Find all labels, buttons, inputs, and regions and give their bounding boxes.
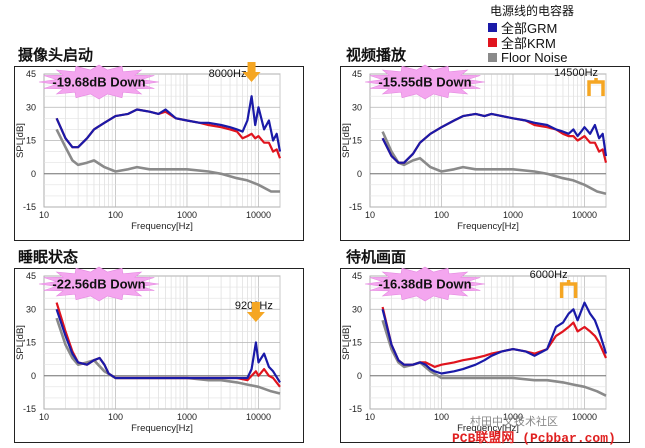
series-line-grm <box>381 112 608 164</box>
series-line-grm <box>55 95 282 152</box>
y-tick-label: 45 <box>26 69 36 79</box>
marker-label: 14500Hz <box>554 67 598 79</box>
x-tick-label: 10000 <box>246 210 271 220</box>
series-line-grm <box>381 301 608 375</box>
y-tick-label: 30 <box>352 304 362 314</box>
y-tick-label: 0 <box>357 371 362 381</box>
chart-camera: -15 0 15 30 45 10 100 1000 10000 Frequency[Hz] SPL… <box>15 62 282 232</box>
x-axis-label: Frequency[Hz] <box>131 221 193 232</box>
panel-title-sleep: 睡眠状态 <box>18 249 79 266</box>
chart-standby: -15 0 15 30 45 10 100 1000 10000 Frequency[Hz] SPL… <box>341 266 608 434</box>
legend-item-krm: 全部KRM <box>488 35 574 51</box>
legend-item-floor-noise: Floor Noise <box>488 50 574 65</box>
legend-label-floor-noise: Floor Noise <box>501 50 568 65</box>
y-tick-label: 0 <box>31 371 36 381</box>
y-tick-label: -15 <box>23 202 36 212</box>
legend: 电源线的电容器 全部GRM 全部KRM Floor Noise <box>488 2 574 65</box>
annotation-burst <box>38 64 160 100</box>
series-line-grm <box>55 308 281 383</box>
marker-label: 6000Hz <box>530 269 568 281</box>
y-tick-label: -15 <box>349 404 362 414</box>
x-tick-label: 100 <box>434 412 449 422</box>
x-tick-label: 10000 <box>572 412 597 422</box>
y-tick-label: 15 <box>352 136 362 146</box>
annotation-text: -15.55dB Down <box>378 75 471 90</box>
y-tick-label: 45 <box>352 69 362 79</box>
legend-swatch-krm <box>488 38 497 47</box>
panel-title-standby: 待机画面 <box>346 249 407 266</box>
y-tick-label: 15 <box>352 338 362 348</box>
chart-sleep: -15 0 15 30 45 10 100 1000 10000 Frequency[Hz] SPL… <box>15 266 281 434</box>
x-tick-label: 10 <box>39 210 49 220</box>
marker-arrow <box>246 302 265 322</box>
y-axis-label: SPL[dB] <box>341 325 352 360</box>
annotation-burst <box>364 64 486 100</box>
x-tick-label: 1000 <box>503 412 523 422</box>
y-tick-label: 0 <box>357 169 362 179</box>
annotation-burst <box>364 266 486 302</box>
y-tick-label: 45 <box>26 271 36 281</box>
x-tick-label: 100 <box>108 412 123 422</box>
legend-label-grm: 全部GRM <box>501 21 558 36</box>
x-axis-label: Frequency[Hz] <box>457 221 519 232</box>
y-tick-label: -15 <box>23 404 36 414</box>
y-tick-label: 15 <box>26 136 36 146</box>
x-axis-label: Frequency[Hz] <box>457 423 519 434</box>
marker-arrow <box>242 62 261 82</box>
y-tick-label: -15 <box>349 202 362 212</box>
legend-swatch-floor-noise <box>488 53 497 62</box>
x-tick-label: 1000 <box>503 210 523 220</box>
y-tick-label: 30 <box>352 102 362 112</box>
x-tick-label: 10 <box>365 412 375 422</box>
x-tick-label: 10 <box>365 210 375 220</box>
y-tick-label: 30 <box>26 102 36 112</box>
legend-title: 电源线的电容器 <box>490 4 575 18</box>
x-tick-label: 10000 <box>246 412 271 422</box>
y-tick-label: 0 <box>31 169 36 179</box>
annotation-text: -22.56dB Down <box>52 277 145 292</box>
y-tick-label: 45 <box>352 271 362 281</box>
series-line-floor-noise <box>381 319 607 397</box>
watermark-site: PCB联盟网 (Pcbbar.com) <box>452 431 616 446</box>
x-tick-label: 1000 <box>177 412 197 422</box>
marker-label: 8000Hz <box>209 68 247 80</box>
y-axis-label: SPL[dB] <box>15 123 26 158</box>
y-axis-label: SPL[dB] <box>15 325 26 360</box>
x-tick-label: 1000 <box>177 210 197 220</box>
annotation-text: -19.68dB Down <box>52 75 145 90</box>
x-tick-label: 10000 <box>572 210 597 220</box>
y-axis-label: SPL[dB] <box>341 123 352 158</box>
y-tick-label: 15 <box>26 338 36 348</box>
annotation-burst <box>38 266 160 302</box>
x-axis-label: Frequency[Hz] <box>131 423 193 434</box>
legend-item-grm: 全部GRM <box>488 20 574 36</box>
panel-title-camera: 摄像头启动 <box>18 47 94 64</box>
legend-label-krm: 全部KRM <box>501 36 556 51</box>
annotation-text: -16.38dB Down <box>378 277 471 292</box>
y-tick-label: 30 <box>26 304 36 314</box>
x-tick-label: 10 <box>39 412 49 422</box>
chart-video: -15 0 15 30 45 10 100 1000 10000 Frequency[Hz] SPL… <box>341 64 608 232</box>
x-tick-label: 100 <box>434 210 449 220</box>
series-line-floor-noise <box>55 128 280 193</box>
x-tick-label: 100 <box>108 210 123 220</box>
legend-swatch-grm <box>488 23 497 32</box>
watermark-text: 村田中文技术社区 <box>470 416 558 428</box>
panel-title-video: 视频播放 <box>346 47 407 64</box>
series-line-floor-noise <box>381 131 607 195</box>
